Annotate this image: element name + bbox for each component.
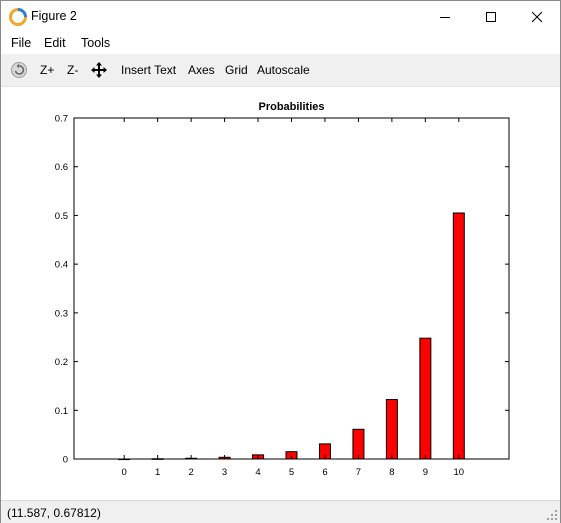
menu-file[interactable]: File — [11, 36, 32, 50]
x-tick-label: 7 — [356, 467, 361, 478]
bar-10 — [452, 212, 465, 460]
x-tick-label: 2 — [188, 467, 193, 478]
menu-bar: File Edit Tools — [1, 32, 560, 54]
plot-canvas[interactable]: Probabilities 0 0.1 0.2 0.3 0.4 0.5 0.6 0.7 0 1 2 3 4… — [1, 87, 560, 500]
y-tick-label: 0.3 — [55, 308, 68, 319]
x-tick-label: 10 — [454, 467, 465, 478]
x-tick-label: 9 — [423, 467, 428, 478]
plot-axes-box — [73, 117, 510, 460]
maximize-icon — [486, 11, 496, 22]
bar-7 — [352, 428, 365, 460]
resize-grip-icon[interactable] — [547, 510, 557, 520]
grid-button[interactable]: Grid — [225, 63, 248, 77]
y-tick-label: 0 — [63, 455, 68, 466]
zoom-in-button[interactable]: Z+ — [40, 63, 55, 77]
chart-title: Probabilities — [258, 101, 324, 113]
x-tick-label: 8 — [389, 467, 394, 478]
octave-app-icon — [9, 8, 27, 26]
y-tick-label: 0.5 — [55, 211, 68, 222]
y-tick-label: 0.4 — [55, 260, 68, 271]
x-tick-label: 5 — [289, 467, 294, 478]
menu-edit[interactable]: Edit — [44, 36, 66, 50]
close-button[interactable] — [514, 1, 560, 32]
maximize-button[interactable] — [468, 1, 514, 32]
autoscale-button[interactable]: Autoscale — [257, 63, 310, 77]
bar-chart[interactable]: Probabilities 0 0.1 0.2 0.3 0.4 0.5 0.6 0.7 0 1 2 3 4… — [1, 87, 560, 500]
toolbar: Z+ Z- Insert Text Axes Grid Autoscale — [1, 54, 560, 87]
x-tick-label: 0 — [122, 467, 127, 478]
minimize-icon — [440, 16, 450, 18]
x-tick-label: 4 — [255, 467, 260, 478]
title-bar[interactable]: Figure 2 — [1, 1, 560, 32]
x-tick-label: 6 — [322, 467, 327, 478]
y-tick-label: 0.6 — [55, 162, 68, 173]
y-tick-label: 0.1 — [55, 406, 68, 417]
rotate-icon[interactable] — [10, 61, 28, 79]
status-bar: (11.587, 0.67812) — [1, 500, 560, 523]
zoom-out-button[interactable]: Z- — [67, 63, 79, 77]
insert-text-button[interactable]: Insert Text — [121, 63, 177, 77]
menu-tools[interactable]: Tools — [81, 36, 111, 50]
bar-9 — [419, 337, 432, 460]
bar-0 — [118, 458, 131, 461]
axes-button[interactable]: Axes — [188, 63, 215, 77]
cursor-coordinates: (11.587, 0.67812) — [7, 506, 101, 520]
pan-icon[interactable] — [90, 61, 108, 79]
y-tick-label: 0.7 — [55, 114, 68, 125]
window-title: Figure 2 — [31, 9, 77, 23]
close-icon — [531, 11, 543, 22]
bar-8 — [385, 399, 398, 460]
x-tick-label: 3 — [222, 467, 227, 478]
minimize-button[interactable] — [422, 1, 468, 32]
x-tick-label: 1 — [155, 467, 160, 478]
y-tick-label: 0.2 — [55, 357, 68, 368]
